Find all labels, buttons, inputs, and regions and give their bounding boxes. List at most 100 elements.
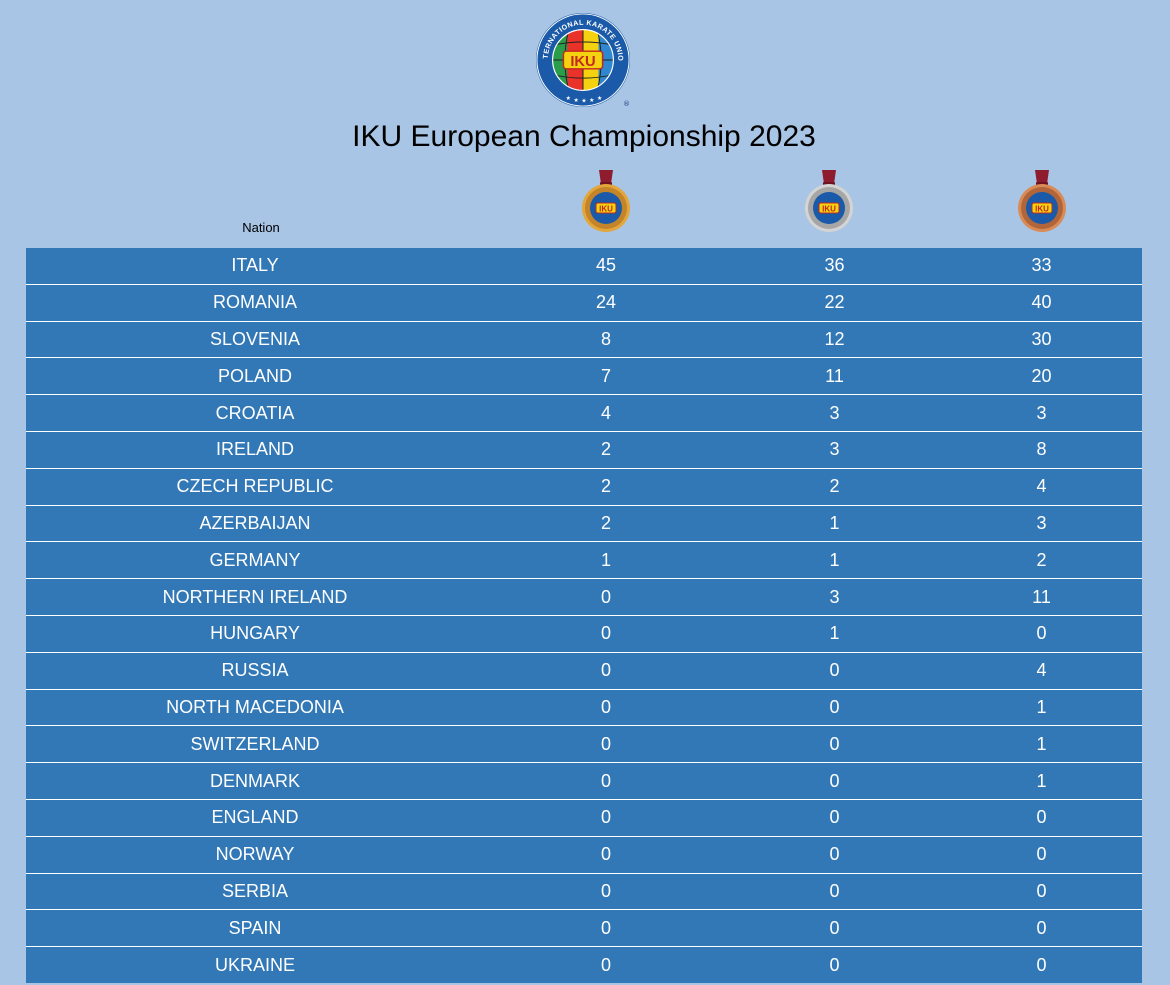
bronze-count: 3 [941, 504, 1142, 542]
gold-count: 0 [496, 725, 716, 763]
nation-cell: GERMANY [26, 541, 496, 579]
silver-count: 0 [716, 688, 941, 726]
table-row: SLOVENIA 8 12 30 [26, 320, 1142, 358]
nation-cell: NORWAY [26, 835, 496, 874]
gold-count: 0 [496, 872, 716, 910]
gold-count: 0 [496, 909, 716, 947]
nation-cell: DENMARK [26, 762, 496, 800]
table-row: ROMANIA 24 22 40 [26, 283, 1142, 322]
bronze-count: 0 [941, 872, 1142, 910]
bronze-count: 30 [941, 320, 1142, 358]
nation-cell: POLAND [26, 357, 496, 395]
svg-text:★: ★ [589, 97, 594, 104]
svg-text:IKU: IKU [822, 205, 836, 214]
nation-cell: IRELAND [26, 430, 496, 469]
nation-cell: NORTHERN IRELAND [26, 578, 496, 616]
gold-count: 2 [496, 430, 716, 469]
table-row: RUSSIA 0 0 4 [26, 651, 1142, 690]
nation-column-header: Nation [242, 220, 280, 235]
table-row: IRELAND 2 3 8 [26, 430, 1142, 469]
table-row: DENMARK 0 0 1 [26, 762, 1142, 800]
svg-text:★: ★ [597, 95, 602, 102]
silver-count: 11 [716, 357, 941, 395]
page-title: IKU European Championship 2023 [352, 120, 816, 153]
silver-count: 22 [716, 283, 941, 322]
table-row: SPAIN 0 0 0 [26, 909, 1142, 947]
bronze-count: 0 [941, 909, 1142, 947]
gold-count: 24 [496, 283, 716, 322]
silver-count: 1 [716, 541, 941, 579]
gold-count: 4 [496, 394, 716, 432]
medal-table-body: ITALY 45 36 33 ROMANIA 24 22 40 SLOVENIA… [26, 247, 1142, 984]
nation-cell: SLOVENIA [26, 320, 496, 358]
header-row: Nation IKU [26, 170, 1142, 248]
nation-cell: NORTH MACEDONIA [26, 688, 496, 726]
iku-logo: IKU INTERNATIONAL KARATE UNION ★★★★★ ® [534, 11, 631, 108]
nation-cell: ENGLAND [26, 798, 496, 837]
table-row: ITALY 45 36 33 [26, 247, 1142, 285]
gold-count: 45 [496, 247, 716, 285]
gold-count: 0 [496, 578, 716, 616]
table-row: SERBIA 0 0 0 [26, 872, 1142, 910]
nation-cell: UKRAINE [26, 946, 496, 984]
silver-count: 0 [716, 762, 941, 800]
silver-count: 0 [716, 725, 941, 763]
table-row: ENGLAND 0 0 0 [26, 798, 1142, 837]
silver-column-header: IKU [716, 170, 941, 248]
table-row: CROATIA 4 3 3 [26, 394, 1142, 432]
silver-count: 2 [716, 467, 941, 506]
gold-count: 7 [496, 357, 716, 395]
silver-count: 0 [716, 835, 941, 874]
bronze-count: 40 [941, 283, 1142, 322]
nation-cell: CZECH REPUBLIC [26, 467, 496, 506]
medal-table: Nation IKU [26, 170, 1142, 984]
bronze-count: 1 [941, 688, 1142, 726]
silver-count: 1 [716, 504, 941, 542]
table-row: NORTH MACEDONIA 0 0 1 [26, 688, 1142, 726]
silver-medal-icon: IKU [804, 170, 853, 232]
bronze-count: 1 [941, 725, 1142, 763]
gold-count: 0 [496, 835, 716, 874]
registered-mark: ® [623, 100, 630, 108]
bronze-count: 0 [941, 946, 1142, 984]
nation-cell: SERBIA [26, 872, 496, 910]
table-row: AZERBAIJAN 2 1 3 [26, 504, 1142, 542]
table-row: UKRAINE 0 0 0 [26, 946, 1142, 984]
bronze-count: 20 [941, 357, 1142, 395]
bronze-count: 8 [941, 430, 1142, 469]
silver-count: 36 [716, 247, 941, 285]
nation-cell: RUSSIA [26, 651, 496, 690]
silver-count: 0 [716, 909, 941, 947]
logo-center-text: IKU [570, 54, 595, 70]
silver-count: 3 [716, 430, 941, 469]
nation-cell: HUNGARY [26, 614, 496, 653]
bronze-count: 0 [941, 835, 1142, 874]
bronze-count: 2 [941, 541, 1142, 579]
bronze-count: 33 [941, 247, 1142, 285]
table-row: CZECH REPUBLIC 2 2 4 [26, 467, 1142, 506]
bronze-count: 11 [941, 578, 1142, 616]
silver-count: 0 [716, 798, 941, 837]
svg-text:★: ★ [566, 95, 571, 102]
gold-count: 0 [496, 651, 716, 690]
bronze-count: 0 [941, 614, 1142, 653]
table-row: SWITZERLAND 0 0 1 [26, 725, 1142, 763]
gold-count: 0 [496, 762, 716, 800]
nation-cell: ROMANIA [26, 283, 496, 322]
silver-count: 0 [716, 946, 941, 984]
table-row: NORTHERN IRELAND 0 3 11 [26, 578, 1142, 616]
silver-count: 12 [716, 320, 941, 358]
nation-cell: CROATIA [26, 394, 496, 432]
gold-count: 8 [496, 320, 716, 358]
gold-column-header: IKU [496, 170, 716, 248]
nation-cell: ITALY [26, 247, 496, 285]
gold-count: 0 [496, 946, 716, 984]
gold-count: 0 [496, 614, 716, 653]
table-row: HUNGARY 0 1 0 [26, 614, 1142, 653]
silver-count: 0 [716, 651, 941, 690]
table-row: GERMANY 1 1 2 [26, 541, 1142, 579]
bronze-medal-icon: IKU [1017, 170, 1066, 232]
nation-cell: AZERBAIJAN [26, 504, 496, 542]
gold-count: 2 [496, 467, 716, 506]
